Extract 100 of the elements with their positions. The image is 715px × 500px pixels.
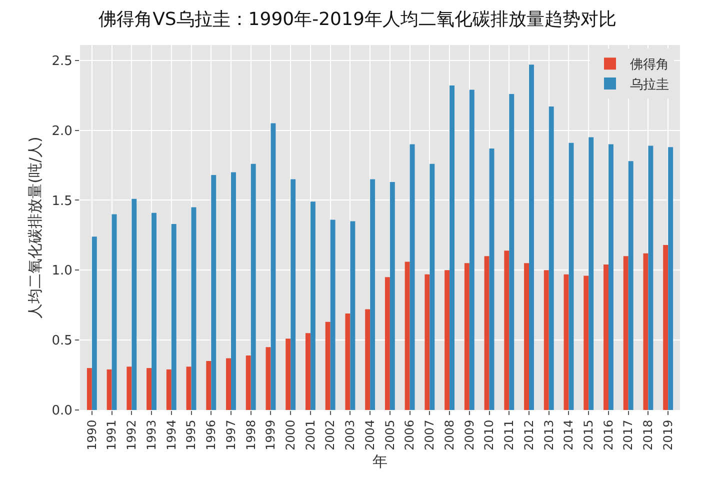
bar bbox=[246, 355, 251, 410]
bar bbox=[544, 270, 549, 410]
y-tick-label: 0.5 bbox=[52, 334, 72, 349]
x-tick-label: 2015 bbox=[582, 420, 596, 450]
bar bbox=[604, 264, 608, 410]
x-tick-label: 2014 bbox=[562, 420, 576, 450]
bar bbox=[132, 198, 137, 410]
x-tick-label: 2009 bbox=[462, 420, 476, 450]
bar bbox=[266, 347, 271, 410]
bar bbox=[623, 256, 628, 410]
bar bbox=[643, 253, 648, 410]
y-tick-label: 1.5 bbox=[52, 194, 72, 209]
bar bbox=[663, 244, 668, 410]
x-tick-label: 1998 bbox=[244, 420, 258, 450]
x-tick-label: 1999 bbox=[264, 420, 278, 450]
x-tick-label: 2013 bbox=[542, 420, 556, 450]
x-tick-label: 2007 bbox=[422, 420, 437, 450]
bar bbox=[211, 175, 216, 410]
bar bbox=[489, 148, 494, 410]
bar bbox=[86, 368, 92, 410]
bar bbox=[290, 179, 296, 410]
x-tick-label: 2005 bbox=[382, 420, 397, 450]
x-tick-label: 1990 bbox=[84, 420, 99, 450]
y-tick-label: 1.0 bbox=[52, 264, 72, 279]
x-tick-label: 2012 bbox=[522, 420, 536, 450]
x-tick-label: 2003 bbox=[343, 420, 358, 450]
x-tick-label: 2006 bbox=[402, 420, 417, 450]
bar bbox=[568, 142, 574, 410]
bar bbox=[286, 338, 291, 410]
bar bbox=[350, 221, 356, 410]
bar bbox=[92, 236, 97, 410]
bar bbox=[191, 207, 196, 410]
bar bbox=[270, 123, 276, 410]
bar bbox=[370, 179, 376, 410]
bar bbox=[529, 64, 534, 410]
bar bbox=[166, 369, 172, 410]
bar bbox=[584, 276, 589, 410]
legend-label: 佛得角 bbox=[630, 58, 669, 73]
bar bbox=[424, 274, 430, 410]
x-tick-label: 2004 bbox=[362, 420, 377, 450]
bar bbox=[628, 161, 634, 410]
bar bbox=[171, 224, 176, 410]
x-tick-label: 1997 bbox=[224, 420, 238, 450]
bar bbox=[250, 164, 256, 410]
x-axis-title: 年 bbox=[372, 452, 388, 470]
bar bbox=[608, 144, 614, 410]
y-tick-label: 2.5 bbox=[52, 54, 72, 69]
bar bbox=[390, 182, 395, 410]
bar bbox=[146, 368, 152, 410]
bar bbox=[310, 202, 316, 410]
bar bbox=[504, 250, 510, 410]
y-axis-title: 人均二氧化碳排放量(吨/人) bbox=[26, 136, 44, 318]
bar bbox=[404, 262, 410, 410]
x-tick-label: 1993 bbox=[144, 420, 158, 450]
chart-title: 佛得角VS乌拉圭：1990年-2019年人均二氧化碳排放量趋势对比 bbox=[98, 9, 616, 30]
bar bbox=[444, 270, 450, 410]
bar bbox=[668, 147, 674, 410]
x-tick-label: 2016 bbox=[601, 420, 616, 450]
bar bbox=[484, 256, 490, 410]
x-tick-label: 2018 bbox=[641, 420, 656, 450]
x-tick-label: 1996 bbox=[204, 420, 218, 450]
y-tick-label: 2.0 bbox=[52, 124, 72, 139]
x-tick-label: 2011 bbox=[502, 420, 516, 450]
bar bbox=[548, 106, 554, 410]
y-tick-label: 0.0 bbox=[52, 404, 72, 419]
bar bbox=[112, 214, 117, 410]
bar bbox=[325, 322, 330, 410]
bar bbox=[648, 146, 654, 410]
x-tick-label: 2001 bbox=[303, 420, 318, 450]
x-tick-label: 2008 bbox=[442, 420, 456, 450]
bar bbox=[524, 263, 530, 410]
x-tick-label: 2017 bbox=[621, 420, 636, 450]
x-tick-label: 2000 bbox=[284, 420, 298, 450]
x-tick-label: 2010 bbox=[482, 420, 496, 450]
x-tick-label: 1994 bbox=[164, 420, 178, 450]
bar bbox=[430, 164, 435, 410]
bar bbox=[306, 333, 310, 410]
legend-label: 乌拉圭 bbox=[630, 78, 669, 93]
x-tick-label: 2002 bbox=[323, 420, 338, 450]
bar bbox=[509, 94, 514, 410]
bar bbox=[230, 172, 236, 410]
bar bbox=[330, 220, 336, 410]
bar bbox=[226, 358, 231, 410]
x-tick-label: 1991 bbox=[104, 420, 119, 450]
bar bbox=[152, 212, 156, 410]
bar bbox=[126, 366, 132, 410]
bar bbox=[365, 309, 370, 410]
bar bbox=[450, 86, 454, 410]
x-tick-label: 2019 bbox=[660, 420, 675, 450]
bar bbox=[469, 90, 474, 410]
bar bbox=[564, 274, 569, 410]
bar bbox=[410, 144, 415, 410]
bar bbox=[106, 369, 112, 410]
bar bbox=[186, 366, 192, 410]
bar bbox=[384, 277, 390, 410]
bar bbox=[345, 314, 350, 410]
bar bbox=[588, 137, 594, 410]
x-tick-label: 1995 bbox=[184, 420, 198, 450]
bar bbox=[206, 361, 212, 410]
bar bbox=[464, 263, 470, 410]
